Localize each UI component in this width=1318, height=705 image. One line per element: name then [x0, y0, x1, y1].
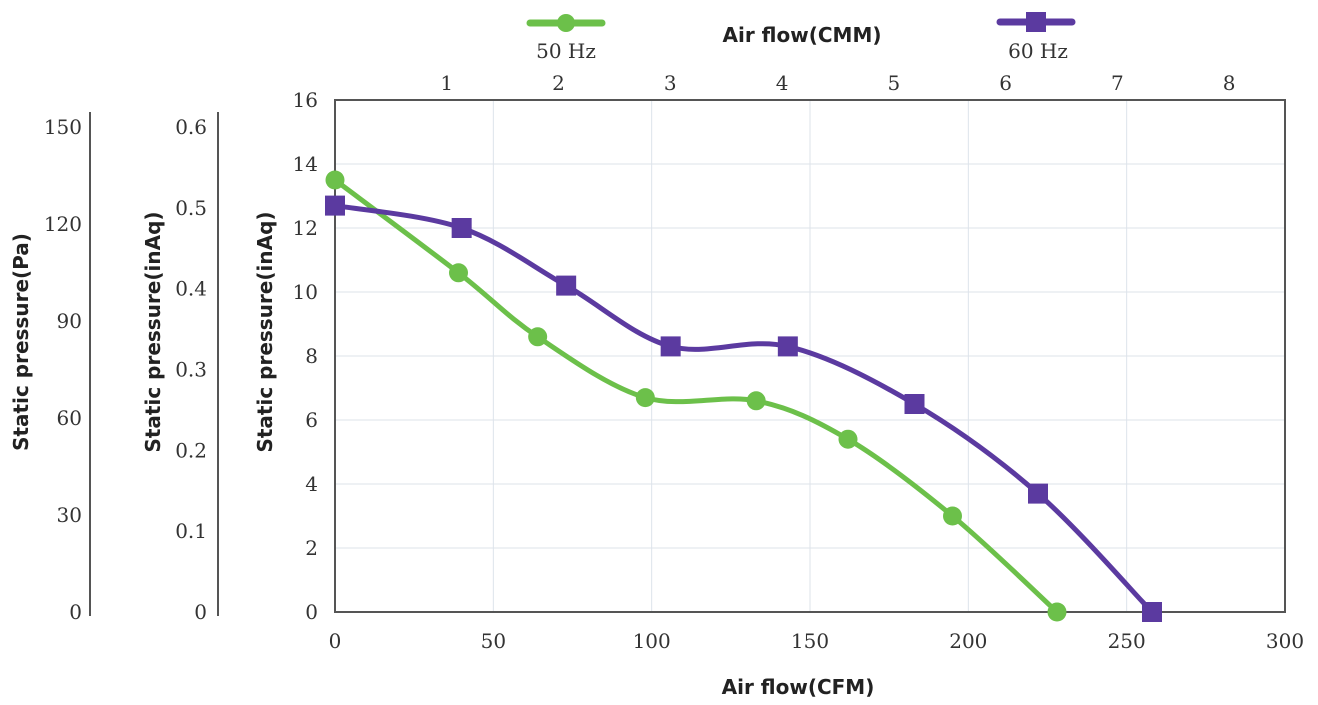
- x2-tick-label: 6: [999, 71, 1012, 95]
- x2-tick-label: 1: [440, 71, 453, 95]
- data-point-60hz: [1142, 602, 1162, 622]
- data-point-50hz: [528, 327, 548, 347]
- x2-tick-labels: 1 2 3 4 5 6 7 8: [440, 71, 1235, 95]
- x-tick-label: 250: [1108, 629, 1146, 653]
- data-point-50hz: [325, 170, 345, 190]
- inaq-axis-label: Static pressure(inAq): [141, 211, 165, 452]
- x2-tick-label: 4: [776, 71, 789, 95]
- inaq-tick-label: 0: [194, 600, 207, 624]
- x-axis-label: Air flow(CFM): [722, 675, 875, 699]
- plot-frame: [334, 99, 1286, 613]
- data-point-60hz: [325, 195, 345, 216]
- legend-item-60hz: 60 Hz: [996, 12, 1076, 63]
- x-tick-label: 0: [329, 629, 342, 653]
- data-point-50hz: [449, 263, 468, 283]
- series-layer: [325, 170, 1162, 622]
- legend-marker-60hz: [1026, 12, 1046, 32]
- x-tick-label: 50: [481, 629, 506, 653]
- inaq-tick-label: 0.5: [175, 196, 207, 220]
- x-tick-label: 150: [791, 629, 829, 653]
- inaq-tick-label: 0.1: [175, 519, 207, 543]
- pa-tick-label: 90: [57, 309, 82, 333]
- x-tick-label: 200: [949, 629, 987, 653]
- y-tick-label: 16: [293, 88, 318, 112]
- data-point-60hz: [660, 336, 681, 357]
- legend-marker-50hz: [557, 14, 575, 32]
- data-point-60hz: [904, 394, 925, 414]
- y-tick-label: 14: [293, 152, 318, 176]
- data-point-60hz: [556, 275, 577, 296]
- y-tick-label: 4: [305, 472, 318, 496]
- data-point-60hz: [777, 336, 798, 357]
- x2-tick-label: 2: [552, 71, 565, 95]
- legend: 50 Hz 60 Hz: [526, 12, 1076, 63]
- pa-tick-label: 0: [69, 600, 82, 624]
- inaq-tick-label: 0.4: [175, 277, 207, 301]
- x-tick-label: 300: [1266, 629, 1304, 653]
- y-tick-label: 10: [293, 280, 318, 304]
- data-point-50hz: [838, 429, 858, 449]
- data-point-60hz: [1028, 483, 1048, 504]
- x-tick-labels: 0 50 100 150 200 250 300: [329, 629, 1304, 653]
- inaq-tick-label: 0.3: [175, 358, 207, 382]
- pa-tick-label: 120: [44, 212, 82, 236]
- pa-tick-label: 30: [57, 503, 82, 527]
- data-point-50hz: [635, 388, 655, 408]
- pa-tick-label: 150: [44, 115, 82, 139]
- y-tick-label: 0: [305, 600, 318, 624]
- y-tick-label: 8: [305, 344, 318, 368]
- pa-tick-label: 60: [57, 406, 82, 430]
- y-axis-label: Static pressure(inAq): [253, 211, 277, 452]
- pa-tick-labels: 0 30 60 90 120 150: [44, 115, 82, 624]
- x2-axis-label: Air flow(CMM): [723, 23, 882, 47]
- x2-tick-label: 5: [887, 71, 900, 95]
- x2-tick-label: 8: [1223, 71, 1236, 95]
- pa-axis-label: Static pressure(Pa): [9, 233, 33, 451]
- inaq-tick-label: 0.6: [175, 115, 207, 139]
- x-tick-label: 100: [633, 629, 671, 653]
- legend-item-50hz: 50 Hz: [526, 14, 606, 63]
- y-tick-label: 12: [293, 216, 318, 240]
- legend-label-50hz: 50 Hz: [536, 39, 596, 63]
- grid-lines: [334, 99, 1286, 613]
- y-tick-label: 6: [305, 408, 318, 432]
- data-point-50hz: [943, 506, 962, 526]
- data-point-50hz: [746, 391, 766, 411]
- inaq-tick-label: 0.2: [175, 438, 207, 462]
- series-line-50hz: [332, 177, 1060, 615]
- legend-label-60hz: 60 Hz: [1008, 39, 1068, 63]
- y-tick-label: 2: [305, 536, 318, 560]
- data-point-50hz: [1047, 602, 1067, 622]
- inaq-tick-labels: 0 0.1 0.2 0.3 0.4 0.5 0.6: [175, 115, 207, 624]
- x2-tick-label: 3: [664, 71, 677, 95]
- data-point-60hz: [451, 218, 472, 238]
- x2-tick-label: 7: [1111, 71, 1124, 95]
- y-tick-labels: 0 2 4 6 8 10 12 14 16: [293, 88, 318, 624]
